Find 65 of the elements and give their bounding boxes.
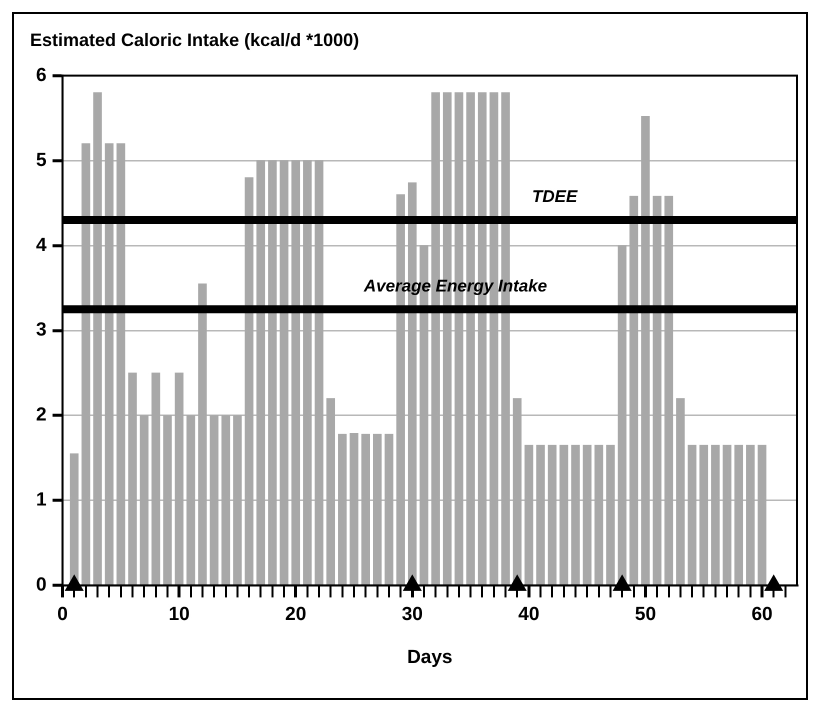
chart-title: Estimated Caloric Intake (kcal/d *1000) bbox=[30, 30, 360, 50]
bar bbox=[104, 143, 114, 585]
x-tick-label: 0 bbox=[57, 604, 68, 626]
y-tick-label: 4 bbox=[36, 234, 47, 256]
bar bbox=[256, 160, 266, 585]
bar bbox=[560, 444, 568, 585]
bar bbox=[524, 444, 534, 585]
bar bbox=[688, 444, 696, 585]
y-tick-label: 1 bbox=[36, 490, 47, 511]
bar bbox=[198, 283, 207, 585]
x-tick-label: 40 bbox=[518, 604, 540, 626]
bar bbox=[314, 160, 324, 585]
bar bbox=[758, 444, 766, 585]
y-tick-label: 0 bbox=[36, 574, 47, 596]
bar bbox=[699, 444, 708, 585]
bar bbox=[174, 372, 184, 585]
bar bbox=[361, 434, 370, 585]
bar bbox=[548, 444, 557, 585]
bar bbox=[676, 398, 685, 585]
bar bbox=[244, 177, 254, 585]
bar bbox=[210, 415, 218, 585]
y-tick-label: 3 bbox=[36, 320, 47, 341]
x-tick-label: 30 bbox=[402, 604, 423, 626]
bar bbox=[536, 444, 545, 585]
bar bbox=[82, 143, 90, 585]
bar bbox=[140, 415, 148, 585]
bar bbox=[594, 444, 604, 585]
bar bbox=[641, 116, 650, 585]
bar bbox=[734, 444, 744, 585]
bar bbox=[116, 143, 126, 585]
x-tick-label: 20 bbox=[285, 604, 306, 626]
bar bbox=[722, 444, 732, 585]
bar bbox=[571, 444, 580, 585]
bar bbox=[582, 444, 592, 585]
bar bbox=[221, 415, 230, 585]
x-tick-label: 50 bbox=[634, 604, 656, 626]
bar bbox=[652, 196, 662, 585]
bar bbox=[280, 160, 288, 585]
bar bbox=[93, 92, 102, 585]
bar bbox=[664, 196, 674, 585]
bar bbox=[326, 398, 336, 585]
bar bbox=[350, 432, 358, 585]
x-axis-title: Days bbox=[407, 646, 452, 668]
x-tick-label: 10 bbox=[168, 604, 190, 626]
bar bbox=[629, 196, 638, 585]
ref-line-label: Average Energy Intake bbox=[362, 276, 548, 296]
bar bbox=[606, 444, 615, 585]
bar bbox=[128, 372, 137, 585]
ref-line-label: TDEE bbox=[532, 187, 578, 206]
bar bbox=[338, 434, 347, 585]
bar bbox=[746, 444, 755, 585]
bar bbox=[291, 160, 300, 585]
bar bbox=[384, 434, 394, 585]
y-tick-label: 6 bbox=[36, 64, 47, 86]
bar bbox=[711, 444, 720, 585]
bar bbox=[372, 434, 382, 585]
x-tick-label: 60 bbox=[751, 604, 773, 626]
bar bbox=[303, 160, 312, 585]
y-tick-label: 2 bbox=[36, 404, 47, 426]
y-tick-label: 5 bbox=[36, 150, 47, 171]
bar bbox=[163, 415, 172, 585]
bar bbox=[233, 415, 242, 585]
bar bbox=[152, 372, 160, 585]
bar bbox=[268, 160, 277, 585]
bar bbox=[186, 415, 196, 585]
